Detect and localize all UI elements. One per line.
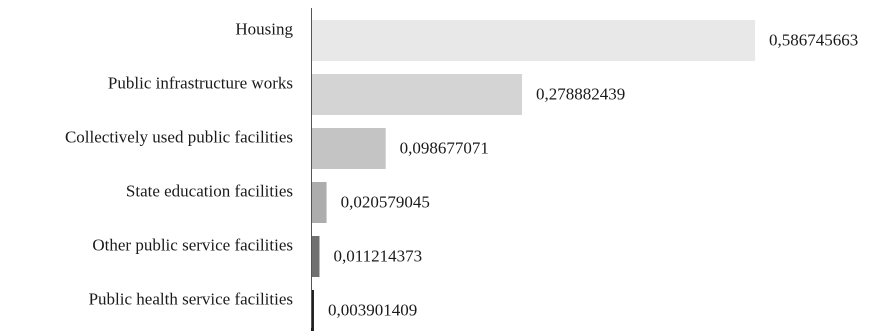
bar-public-infrastructure-works: [311, 74, 523, 115]
value-labels-group: 0,586745663 0,278882439 0,098677071 0,02057…: [328, 31, 858, 320]
value-label-housing: 0,586745663: [769, 31, 858, 50]
bar-other-public-service-facilities: [311, 236, 320, 277]
bar-public-health-service-facilities: [311, 290, 314, 331]
bar-collectively-used-public-facilities: [311, 128, 386, 169]
value-label-public-infrastructure-works: 0,278882439: [536, 85, 625, 104]
bar-housing: [311, 20, 756, 61]
category-label-public-infrastructure-works: Public infrastructure works: [108, 74, 293, 93]
value-label-state-education-facilities: 0,020579045: [341, 193, 430, 212]
value-label-other-public-service-facilities: 0,011214373: [333, 247, 422, 266]
bar-state-education-facilities: [311, 182, 327, 223]
category-label-state-education-facilities: State education facilities: [126, 182, 293, 201]
category-labels-group: Housing Public infrastructure works Collec…: [65, 20, 294, 309]
category-label-public-health-service-facilities: Public health service facilities: [89, 290, 293, 309]
category-label-collectively-used-public-facilities: Collectively used public facilities: [65, 128, 293, 147]
category-label-housing: Housing: [235, 20, 293, 39]
bars-group: [311, 20, 756, 331]
value-label-public-health-service-facilities: 0,003901409: [328, 301, 417, 320]
category-label-other-public-service-facilities: Other public service facilities: [92, 236, 293, 255]
value-label-collectively-used-public-facilities: 0,098677071: [400, 139, 489, 158]
